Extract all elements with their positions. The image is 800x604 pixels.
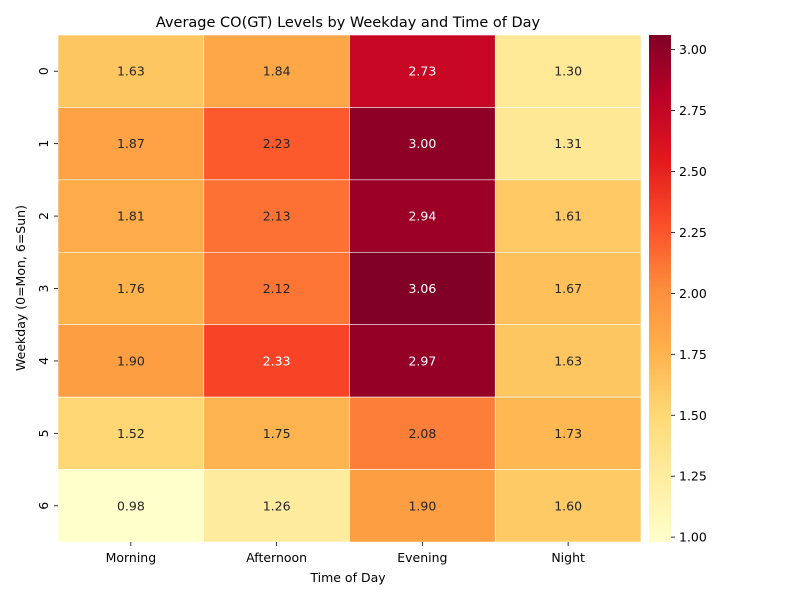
heatmap-cell <box>349 396 496 470</box>
colorbar-ticks: 1.00 1.25 1.50 1.75 2.00 2.25 2.50 2.75 3.00 <box>671 42 707 545</box>
colorbar-tick-label: 2.50 <box>679 164 707 179</box>
colorbar-tick-label: 1.25 <box>679 469 707 484</box>
colorbar-tick-label: 1.75 <box>679 347 707 362</box>
heatmap-cell <box>494 107 642 181</box>
cell-value-label: 2.08 <box>408 426 436 441</box>
cell-value-label: 1.63 <box>117 64 145 79</box>
heatmap-cell <box>494 179 642 253</box>
cell-value-label: 2.23 <box>263 136 291 151</box>
heatmap-cell <box>57 107 205 181</box>
cell-value-label: 2.12 <box>263 281 291 296</box>
x-tick-label: Morning <box>106 550 157 565</box>
heatmap-cell <box>203 34 350 108</box>
x-tick-label: Night <box>551 550 585 565</box>
heatmap-cell <box>349 324 496 398</box>
cell-value-label: 2.33 <box>263 353 291 368</box>
chart-title: Average CO(GT) Levels by Weekday and Tim… <box>156 15 541 31</box>
cell-value-label: 2.13 <box>263 209 291 224</box>
y-tick-label: 4 <box>36 357 51 365</box>
cell-value-label: 3.00 <box>408 136 436 151</box>
cell-value-label: 1.52 <box>117 426 145 441</box>
heatmap-cell <box>203 469 350 543</box>
y-tick-label: 0 <box>36 67 51 75</box>
heatmap-cell <box>349 251 496 326</box>
heatmap-cell <box>494 396 642 470</box>
heatmap-cell <box>349 469 496 543</box>
cell-value-label: 2.73 <box>408 64 436 79</box>
x-tick-label: Evening <box>397 550 447 565</box>
cell-value-label: 1.73 <box>554 426 582 441</box>
colorbar-tick-label: 1.00 <box>679 530 707 545</box>
cell-value-label: 1.31 <box>554 136 582 151</box>
colorbar <box>649 35 671 542</box>
colorbar-tick-label: 1.50 <box>679 408 707 423</box>
cell-value-label: 3.06 <box>408 281 436 296</box>
colorbar-tick-label: 2.00 <box>679 286 707 301</box>
colorbar-tick-label: 2.25 <box>679 225 707 240</box>
cell-value-label: 1.60 <box>554 498 582 513</box>
cell-value-label: 1.90 <box>408 498 436 513</box>
y-ticks: 0 1 2 3 4 5 6 <box>36 67 58 510</box>
heatmap-cell <box>494 324 642 398</box>
heatmap-cell <box>203 251 350 326</box>
heatmap-cell <box>349 34 496 108</box>
heatmap-cell <box>203 107 350 181</box>
y-tick-label: 2 <box>36 212 51 220</box>
colorbar-tick-label: 3.00 <box>679 42 707 57</box>
heatmap-cell <box>494 251 642 326</box>
cell-value-label: 1.63 <box>554 353 582 368</box>
heatmap-cell <box>57 469 205 543</box>
heatmap-cell <box>203 179 350 253</box>
heatmap-cell <box>57 34 205 108</box>
heatmap-cell <box>203 324 350 398</box>
cell-value-label: 2.94 <box>408 209 436 224</box>
heatmap-cell <box>494 469 642 543</box>
heatmap-cell <box>57 324 205 398</box>
heatmap-cell <box>494 34 642 108</box>
heatmap-cells: 1.63 1.84 2.73 1.30 1.87 2.23 3.00 1.31 1.81 2.13… <box>57 34 642 543</box>
heatmap-cell <box>57 251 205 326</box>
x-axis-label: Time of Day <box>309 570 386 585</box>
cell-value-label: 1.90 <box>117 353 145 368</box>
y-tick-label: 5 <box>36 429 51 437</box>
heatmap-cell <box>203 396 350 470</box>
heatmap-cell <box>57 396 205 470</box>
y-tick-label: 6 <box>36 502 51 510</box>
x-ticks: Morning Afternoon Evening Night <box>106 542 585 565</box>
y-axis-label: Weekday (0=Mon, 6=Sun) <box>13 205 28 371</box>
cell-value-label: 2.97 <box>408 353 436 368</box>
cell-value-label: 1.61 <box>554 209 582 224</box>
cell-value-label: 1.84 <box>263 64 291 79</box>
cell-value-label: 1.76 <box>117 281 145 296</box>
cell-value-label: 1.26 <box>263 498 291 513</box>
cell-value-label: 0.98 <box>117 498 145 513</box>
cell-value-label: 1.67 <box>554 281 582 296</box>
colorbar-tick-label: 2.75 <box>679 103 707 118</box>
cell-value-label: 1.75 <box>263 426 291 441</box>
y-tick-label: 3 <box>36 285 51 293</box>
x-tick-label: Afternoon <box>246 550 307 565</box>
cell-value-label: 1.87 <box>117 136 145 151</box>
cell-value-label: 1.30 <box>554 64 582 79</box>
y-tick-label: 1 <box>36 140 51 148</box>
cell-value-label: 1.81 <box>117 209 145 224</box>
heatmap-cell <box>349 107 496 181</box>
